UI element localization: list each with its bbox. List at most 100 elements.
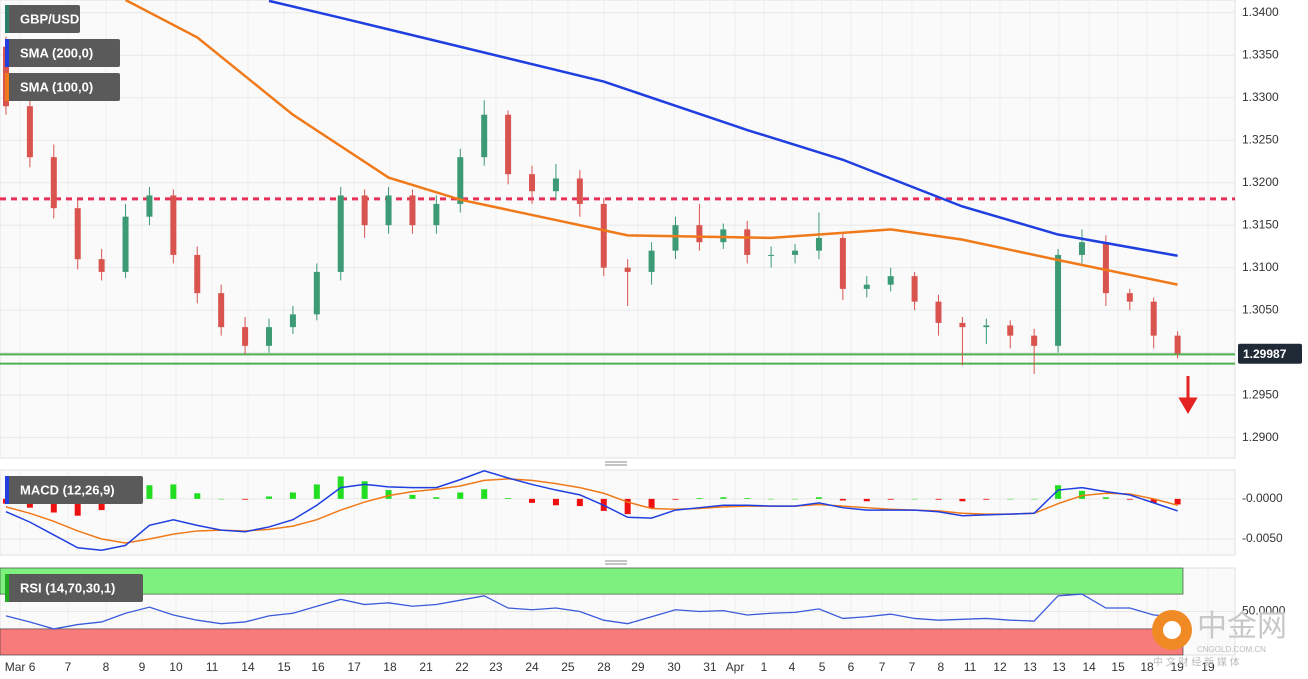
histogram-bar bbox=[529, 498, 536, 503]
x-tick-label: 31 bbox=[703, 660, 717, 674]
candle-body bbox=[648, 250, 655, 272]
candle-body bbox=[768, 254, 775, 256]
watermark-tagline: 中 文 财 经 新 媒 体 bbox=[1153, 656, 1240, 669]
histogram-bar bbox=[648, 498, 655, 509]
y-tick-label: 1.3100 bbox=[1242, 260, 1279, 274]
histogram-bar bbox=[935, 498, 942, 500]
histogram-bar bbox=[361, 481, 368, 499]
y-tick-label: 1.3350 bbox=[1242, 47, 1279, 61]
histogram-bar bbox=[768, 498, 775, 500]
histogram-bar bbox=[744, 498, 751, 499]
x-tick-label: 28 bbox=[597, 660, 611, 674]
candle-body bbox=[481, 114, 488, 158]
y-tick-label: -0.0050 bbox=[1242, 531, 1283, 545]
x-tick-label: 1 bbox=[761, 660, 768, 674]
y-tick-label: 1.3200 bbox=[1242, 175, 1279, 189]
watermark-name: 中金网 bbox=[1197, 610, 1287, 643]
histogram-bar bbox=[839, 498, 846, 501]
candle-body bbox=[600, 203, 607, 268]
candle-body bbox=[98, 259, 105, 272]
x-tick-label: 29 bbox=[631, 660, 645, 674]
histogram-bar bbox=[50, 498, 57, 513]
x-tick-label: 16 bbox=[311, 660, 325, 674]
legend-label: RSI (14,70,30,1) bbox=[20, 580, 115, 595]
x-tick-label: 9 bbox=[139, 660, 146, 674]
candle-body bbox=[552, 178, 559, 192]
panel-grip[interactable] bbox=[605, 461, 627, 565]
x-tick-label: 7 bbox=[65, 660, 72, 674]
histogram-bar bbox=[696, 498, 703, 499]
watermark-domain: CNGOLD.COM.CN bbox=[1197, 645, 1266, 654]
candle-body bbox=[911, 276, 918, 302]
histogram-bar bbox=[146, 485, 153, 499]
x-tick-label: 8 bbox=[103, 660, 110, 674]
histogram-bar bbox=[720, 497, 727, 499]
candle-body bbox=[50, 157, 57, 209]
candle-body bbox=[1031, 335, 1038, 346]
watermark: 中金网 CNGOLD.COM.CN 中 文 财 经 新 媒 体 bbox=[1152, 610, 1287, 669]
candle-body bbox=[361, 195, 368, 226]
candle-body bbox=[959, 322, 966, 328]
candle-body bbox=[194, 254, 201, 294]
legend-box bbox=[5, 5, 80, 33]
candle-body bbox=[170, 195, 177, 255]
legend-label: SMA (100,0) bbox=[20, 79, 93, 94]
candle-body bbox=[146, 195, 153, 217]
legend-swatch bbox=[5, 73, 9, 101]
legend-box bbox=[5, 39, 120, 67]
candle-body bbox=[839, 237, 846, 289]
x-tick-label: 19 bbox=[1170, 660, 1184, 674]
y-tick-label: 1.3300 bbox=[1242, 90, 1279, 104]
y-tick-label: 1.2950 bbox=[1242, 387, 1279, 401]
x-tick-label: 7 bbox=[909, 660, 916, 674]
last-price-box bbox=[1238, 343, 1302, 364]
candle-body bbox=[863, 284, 870, 289]
histogram-bar bbox=[1126, 498, 1133, 500]
candle-body bbox=[26, 106, 33, 158]
candle-body bbox=[672, 225, 679, 251]
candle-body bbox=[505, 114, 512, 175]
candle-body bbox=[218, 293, 225, 328]
histogram-bar bbox=[194, 493, 201, 499]
x-tick-label: Mar 6 bbox=[5, 660, 36, 674]
histogram-bar bbox=[983, 498, 990, 500]
legend-box bbox=[5, 476, 143, 504]
histogram-bar bbox=[242, 498, 249, 500]
histogram-bar bbox=[313, 484, 320, 499]
x-tick-label: 11 bbox=[964, 660, 977, 674]
candle-body bbox=[1007, 325, 1014, 336]
legend-swatch bbox=[5, 39, 9, 67]
candle-body bbox=[576, 178, 583, 204]
candle-body bbox=[1174, 335, 1181, 354]
x-tick-label: 13 bbox=[1023, 660, 1037, 674]
x-tick-label: Apr bbox=[726, 660, 745, 674]
histogram-bar bbox=[911, 498, 918, 500]
legend-swatch bbox=[5, 5, 9, 33]
x-tick-label: 15 bbox=[1111, 660, 1125, 674]
x-tick-label: 18 bbox=[383, 660, 397, 674]
candle-body bbox=[265, 327, 272, 346]
candle-body bbox=[122, 216, 129, 272]
legend-label: GBP/USD bbox=[20, 11, 79, 26]
x-tick-label: 6 bbox=[848, 660, 855, 674]
legend-swatch bbox=[5, 476, 9, 504]
x-tick-label: 14 bbox=[1082, 660, 1096, 674]
candle-body bbox=[887, 276, 894, 285]
histogram-bar bbox=[792, 498, 799, 500]
candle-body bbox=[935, 301, 942, 323]
y-tick-label: -0.0000 bbox=[1242, 491, 1283, 505]
histogram-bar bbox=[887, 498, 894, 500]
histogram-bar bbox=[74, 498, 81, 516]
signal-line bbox=[5, 478, 1178, 544]
candle-body bbox=[409, 195, 416, 226]
histogram-bar bbox=[218, 498, 225, 500]
histogram-bar bbox=[1174, 498, 1181, 505]
x-tick-label: 24 bbox=[525, 660, 539, 674]
candle-body bbox=[529, 174, 536, 192]
histogram-bar bbox=[1031, 498, 1038, 500]
x-tick-label: 23 bbox=[489, 660, 503, 674]
histogram-bar bbox=[1078, 490, 1085, 499]
candle-body bbox=[1102, 242, 1109, 294]
histogram-bar bbox=[1102, 497, 1109, 499]
